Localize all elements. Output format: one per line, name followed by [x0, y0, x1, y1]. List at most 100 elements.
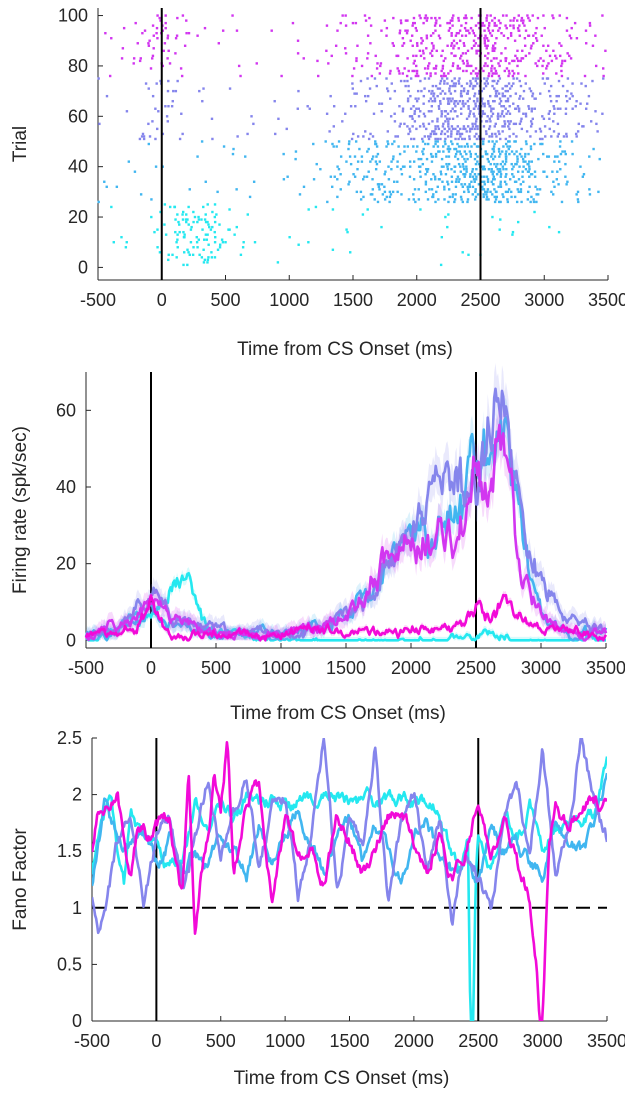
spike-tick [498, 77, 502, 80]
spike-tick [354, 105, 357, 108]
spike-tick [174, 37, 178, 40]
spike-tick [426, 142, 430, 146]
spike-tick [432, 31, 435, 35]
spike-tick [380, 225, 383, 229]
spike-tick [168, 62, 172, 65]
spike-tick [366, 77, 369, 80]
spike-tick [413, 59, 416, 63]
spike-tick [466, 62, 469, 65]
spike-tick [387, 165, 390, 168]
spike-tick [453, 170, 456, 173]
spike-tick [381, 193, 385, 196]
spike-tick [437, 127, 441, 131]
spike-tick [532, 34, 535, 37]
spike-tick [162, 49, 165, 53]
spike-tick [440, 235, 444, 239]
spike-tick [461, 200, 465, 204]
spike-tick [155, 31, 158, 35]
spike-tick [486, 57, 489, 60]
spike-tick [512, 24, 515, 27]
spike-tick [144, 82, 148, 85]
spike-tick [547, 62, 550, 65]
spike-tick [366, 150, 369, 153]
spike-tick [546, 77, 550, 80]
spike-tick [197, 218, 201, 221]
spike-tick [553, 155, 557, 158]
spike-tick [499, 175, 502, 178]
spike-tick [416, 145, 419, 148]
spike-tick [522, 165, 525, 168]
spike-tick [213, 230, 216, 234]
spike-tick [444, 74, 447, 78]
spike-tick [594, 110, 597, 113]
spike-tick [110, 37, 113, 40]
spike-tick [523, 37, 527, 40]
spike-tick [450, 175, 454, 178]
raster-series [104, 14, 607, 78]
spike-tick [506, 99, 510, 103]
spike-tick [480, 180, 483, 183]
spike-tick [446, 112, 450, 115]
spike-tick [474, 72, 478, 75]
spike-tick [316, 59, 319, 63]
spike-tick [140, 135, 144, 138]
spike-tick [430, 188, 434, 191]
spike-tick [503, 162, 507, 166]
spike-tick [448, 147, 452, 151]
spike-tick [443, 127, 446, 131]
spike-tick [564, 175, 567, 178]
spike-tick [477, 14, 481, 17]
spike-tick [500, 31, 503, 35]
spike-tick [446, 21, 449, 25]
spike-tick [346, 230, 349, 234]
spike-tick [561, 150, 564, 153]
spike-tick [446, 82, 449, 85]
x-tick-label: 1000 [269, 290, 309, 310]
spike-tick [306, 105, 309, 108]
spike-tick [486, 44, 489, 47]
spike-tick [356, 160, 360, 163]
spike-tick [450, 125, 454, 128]
spike-tick [465, 29, 468, 32]
spike-tick [516, 188, 519, 191]
spike-tick [455, 31, 459, 35]
spike-tick [410, 115, 414, 118]
spike-tick [518, 152, 522, 156]
spike-tick [454, 185, 458, 189]
spike-tick [497, 29, 500, 32]
spike-tick [373, 198, 376, 201]
spike-tick [548, 54, 552, 58]
spike-tick [563, 150, 567, 153]
spike-tick [366, 52, 370, 55]
spike-tick [511, 59, 514, 63]
spike-tick [396, 160, 399, 163]
spike-tick [485, 79, 488, 83]
spike-tick [499, 152, 502, 156]
spike-tick [480, 115, 483, 118]
spike-tick [491, 72, 494, 75]
spike-tick [440, 110, 443, 113]
spike-tick [465, 82, 469, 85]
spike-tick [588, 24, 592, 27]
spike-tick [483, 112, 486, 115]
spike-tick [490, 132, 494, 136]
spike-tick [173, 205, 177, 209]
spike-tick [371, 193, 374, 196]
spike-tick [458, 99, 462, 103]
spike-tick [151, 120, 154, 123]
spike-tick [542, 44, 545, 47]
spike-tick [362, 135, 365, 138]
spike-tick [459, 195, 463, 199]
spike-tick [379, 64, 382, 68]
spike-tick [434, 200, 437, 204]
spike-tick [505, 167, 508, 171]
spike-tick [468, 183, 471, 186]
spike-tick [419, 16, 422, 20]
spike-tick [436, 137, 440, 141]
spike-tick [491, 49, 494, 53]
spike-tick [296, 39, 300, 42]
spike-tick [474, 24, 478, 27]
spike-tick [447, 99, 450, 103]
spike-tick [120, 57, 124, 60]
spike-tick [443, 140, 447, 143]
